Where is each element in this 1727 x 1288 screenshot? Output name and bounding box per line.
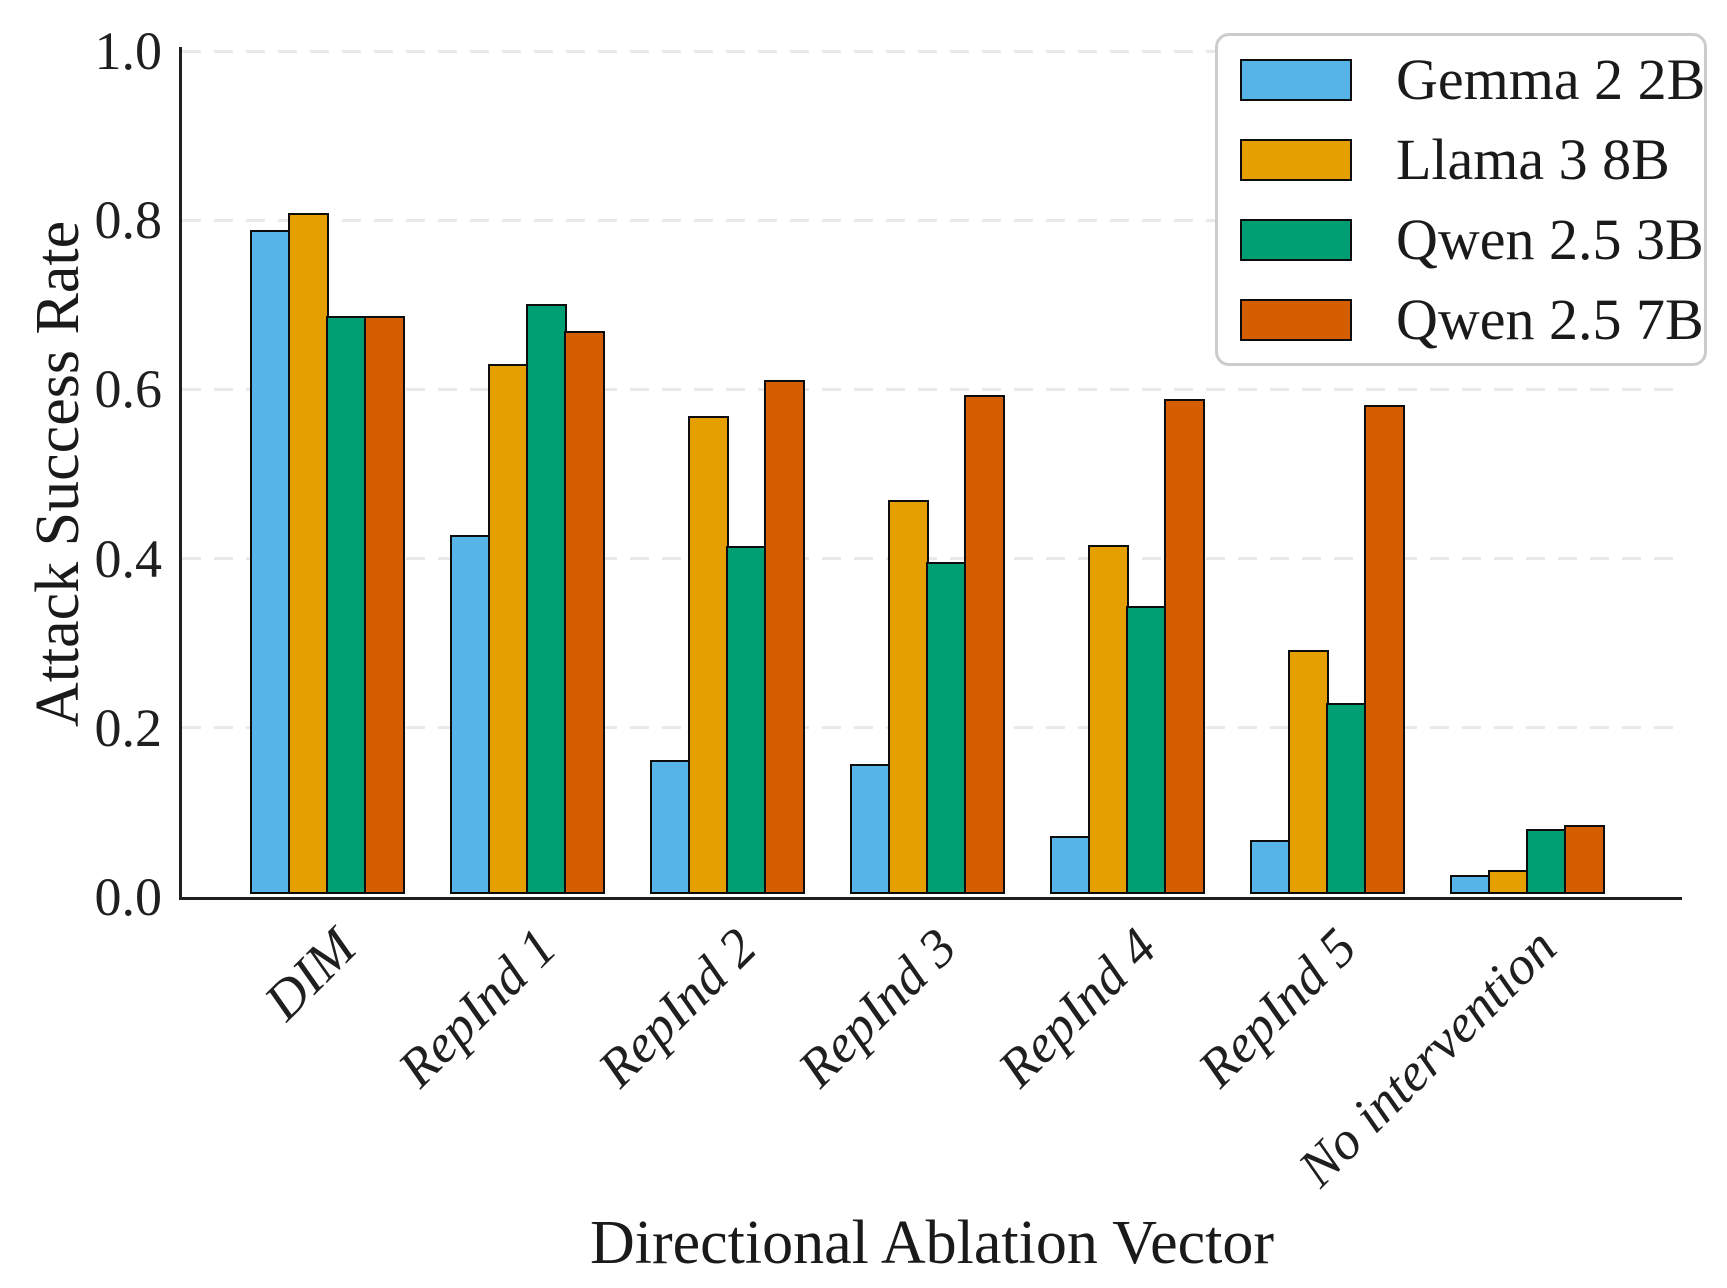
bar-llama-3-8b-dim: [288, 212, 329, 894]
bar-gemma-2-2b-repind-1: [450, 535, 491, 894]
bar-gemma-2-2b-repind-4: [1050, 836, 1091, 894]
legend-row-llama-3-8b: Llama 3 8B: [1240, 120, 1704, 200]
bar-qwen-2-5-3b-repind-2: [726, 546, 767, 894]
x-axis-label: Directional Ablation Vector: [589, 1209, 1275, 1277]
x-tick-repind-5: RepInd 5: [1185, 916, 1368, 1099]
legend-label-llama-3-8b: Llama 3 8B: [1396, 126, 1670, 192]
legend-row-qwen-2-5-7b: Qwen 2.5 7B: [1240, 280, 1704, 360]
y-tick-0.8: 0.8: [94, 190, 163, 251]
bar-qwen-2-5-3b-repind-3: [926, 562, 967, 894]
gridline-0.4: [182, 557, 1682, 561]
legend: Gemma 2 2B Llama 3 8B Qwen 2.5 3B Qwen 2.5 …: [1215, 33, 1707, 366]
bar-qwen-2-5-7b-no-intervention: [1564, 824, 1605, 894]
bar-qwen-2-5-7b-repind-1: [564, 330, 605, 894]
gridline-1.0: [182, 49, 1682, 53]
bar-gemma-2-2b-repind-2: [650, 760, 691, 894]
bar-group-dim: [250, 48, 412, 894]
bar-qwen-2-5-3b-repind-4: [1126, 606, 1167, 894]
bar-qwen-2-5-3b-no-intervention: [1526, 828, 1567, 894]
x-tick-repind-4: RepInd 4: [985, 916, 1168, 1099]
bar-group-no-intervention: [1450, 48, 1612, 894]
gridline-0.6: [182, 387, 1682, 391]
legend-label-gemma-2-2b: Gemma 2 2B: [1396, 46, 1706, 112]
bar-qwen-2-5-7b-repind-5: [1364, 405, 1405, 894]
legend-swatch-qwen-2-5-7b: [1240, 298, 1352, 341]
bar-gemma-2-2b-dim: [250, 229, 291, 894]
bar-llama-3-8b-repind-2: [688, 416, 729, 894]
bar-qwen-2-5-7b-repind-4: [1164, 399, 1205, 894]
legend-swatch-gemma-2-2b: [1240, 58, 1352, 101]
bar-qwen-2-5-3b-dim: [326, 316, 367, 894]
bar-llama-3-8b-repind-3: [888, 499, 929, 894]
bar-llama-3-8b-repind-4: [1088, 544, 1129, 894]
legend-label-qwen-2-5-3b: Qwen 2.5 3B: [1396, 206, 1704, 272]
bar-llama-3-8b-no-intervention: [1488, 870, 1529, 894]
bar-gemma-2-2b-repind-3: [850, 763, 891, 894]
x-tick-dim: DIM: [252, 916, 368, 1032]
bar-group-repind-1: [450, 48, 612, 894]
y-tick-0.4: 0.4: [94, 528, 163, 589]
bar-qwen-2-5-7b-repind-2: [764, 380, 805, 894]
bar-llama-3-8b-repind-1: [488, 364, 529, 894]
legend-swatch-qwen-2-5-3b: [1240, 218, 1352, 261]
x-tick-repind-2: RepInd 2: [585, 916, 768, 1099]
bar-gemma-2-2b-no-intervention: [1450, 875, 1491, 894]
y-tick-1.0: 1.0: [94, 21, 163, 81]
bar-qwen-2-5-7b-dim: [364, 316, 405, 894]
bar-group-repind-3: [850, 48, 1012, 894]
y-axis-spine: [179, 47, 182, 900]
plot-area: [179, 47, 1682, 900]
bar-group-repind-4: [1050, 48, 1212, 894]
bar-group-repind-5: [1250, 48, 1412, 894]
gridline-0.8: [182, 218, 1682, 222]
y-tick-0.6: 0.6: [94, 359, 163, 420]
legend-label-qwen-2-5-7b: Qwen 2.5 7B: [1396, 286, 1704, 352]
bar-qwen-2-5-3b-repind-1: [526, 304, 567, 894]
x-tick-repind-1: RepInd 1: [385, 916, 568, 1099]
legend-row-gemma-2-2b: Gemma 2 2B: [1240, 40, 1706, 120]
y-tick-0.0: 0.0: [94, 867, 163, 927]
legend-swatch-llama-3-8b: [1240, 138, 1352, 181]
bar-qwen-2-5-3b-repind-5: [1326, 702, 1367, 894]
bar-llama-3-8b-repind-5: [1288, 650, 1329, 894]
x-axis-spine: [179, 897, 1682, 900]
bar-group-repind-2: [650, 48, 812, 894]
bar-gemma-2-2b-repind-5: [1250, 839, 1291, 894]
bar-qwen-2-5-7b-repind-3: [964, 394, 1005, 894]
legend-row-qwen-2-5-3b: Qwen 2.5 3B: [1240, 200, 1704, 280]
y-tick-0.2: 0.2: [94, 697, 163, 758]
x-tick-repind-3: RepInd 3: [785, 916, 968, 1099]
y-axis-label: Attack Success Rate: [24, 220, 92, 728]
